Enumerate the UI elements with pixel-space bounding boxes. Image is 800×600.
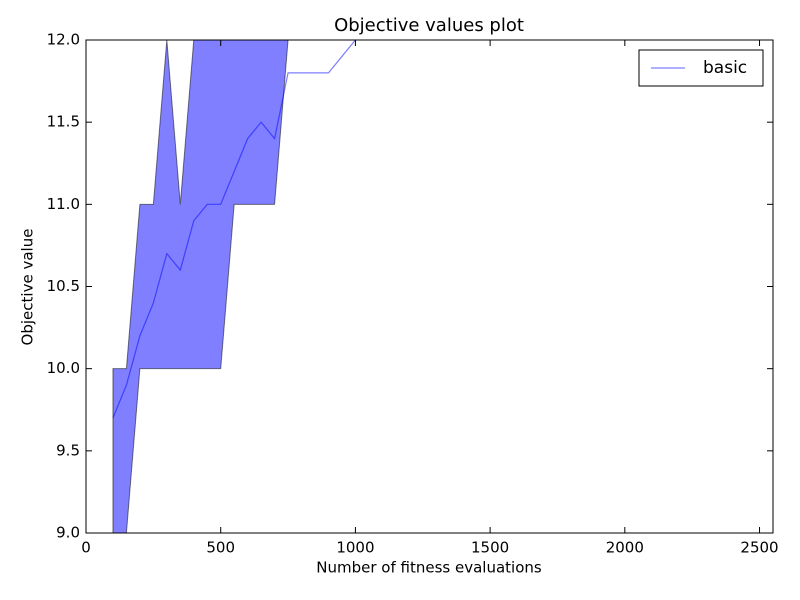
y-tick-label: 9.5 (56, 441, 80, 459)
spread-band (112, 40, 289, 533)
y-tick-label: 9.0 (56, 524, 80, 542)
legend-label: basic (703, 58, 747, 78)
x-tick-label: 1500 (471, 539, 509, 557)
x-tick-label: 1000 (336, 539, 374, 557)
chart-title: Objective values plot (334, 15, 524, 36)
x-axis-label: Number of fitness evaluations (316, 559, 542, 577)
y-axis-label: Objective value (19, 229, 37, 346)
y-tick-label: 11.5 (47, 113, 80, 131)
x-tick-label: 500 (206, 539, 235, 557)
y-tick-label: 10.0 (47, 359, 80, 377)
x-tick-label: 0 (81, 539, 91, 557)
y-tick-label: 10.5 (47, 277, 80, 295)
y-tick-label: 12.0 (47, 31, 80, 49)
series-line (112, 40, 356, 419)
x-tick-label: 2500 (740, 539, 778, 557)
x-tick-label: 2000 (606, 539, 644, 557)
plot-area (112, 40, 356, 533)
y-tick-label: 11.0 (47, 195, 80, 213)
